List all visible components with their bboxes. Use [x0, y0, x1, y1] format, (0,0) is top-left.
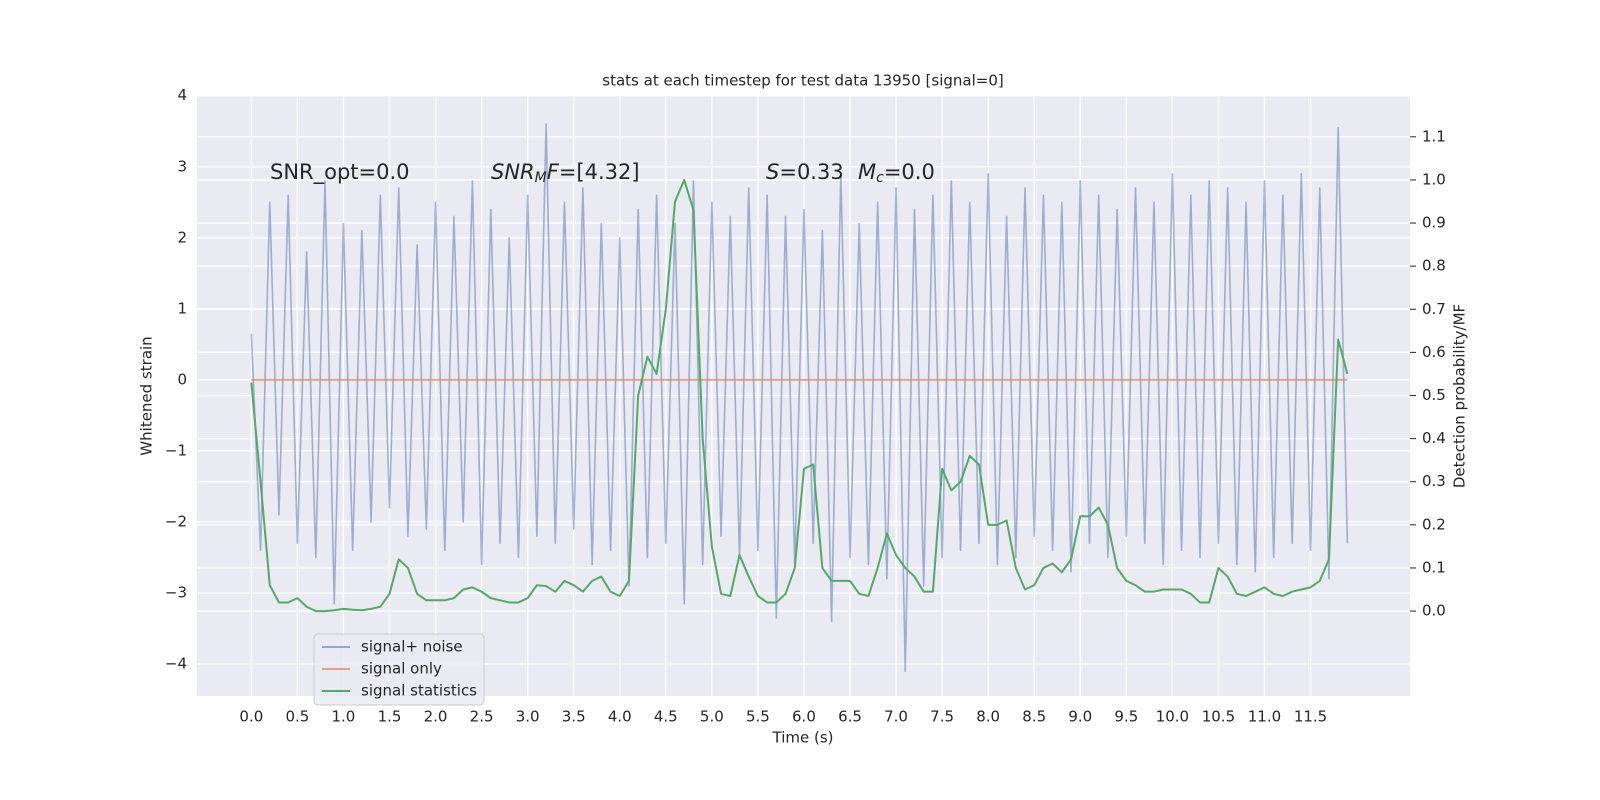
x-tick-label: 0.5: [285, 708, 309, 726]
annotation: S=0.33: [766, 160, 844, 184]
annotation-part: SNR_opt=0.0: [270, 160, 410, 185]
y2-tick-label: 1.0: [1422, 170, 1446, 188]
y2-tick-label: 0.1: [1422, 558, 1446, 576]
annotation-part: S: [766, 160, 779, 184]
y-tick-label: 3: [177, 157, 187, 175]
series-line: [250, 178, 1349, 613]
annotation-part: M: [858, 160, 876, 184]
y-tick-label: −1: [165, 441, 187, 459]
x-tick-label: 3.0: [516, 708, 540, 726]
y2-tick-label: 1.1: [1422, 127, 1446, 145]
x-tick-label: 10.5: [1202, 708, 1235, 726]
annotation: SNRMF=[4.32]: [491, 160, 640, 186]
y2-tick-label: 0.5: [1422, 386, 1446, 404]
x-tick-label: 11.5: [1294, 708, 1327, 726]
y-tick-label: 0: [177, 370, 187, 388]
x-axis-title: Time (s): [772, 729, 834, 747]
annotation-part: =[4.32]: [559, 160, 640, 184]
x-tick-label: 4.0: [608, 708, 632, 726]
legend-box: [313, 633, 485, 706]
y-tick-label: 4: [177, 86, 187, 104]
y-tick-label: 1: [177, 299, 187, 317]
y2-tick-label: 0.8: [1422, 257, 1446, 275]
y2-axis-title: Detection probability/MF: [1451, 304, 1469, 488]
legend-label: signal only: [361, 660, 442, 678]
x-tick-label: 8.5: [1022, 708, 1046, 726]
x-tick-label: 8.0: [976, 708, 1000, 726]
y2-tick-label: 0.2: [1422, 515, 1446, 533]
annotation-part: F: [547, 160, 560, 184]
legend-label: signal+ noise: [361, 638, 463, 656]
x-tick-label: 7.5: [930, 708, 954, 726]
x-tick-label: 2.5: [470, 708, 494, 726]
chart-title: stats at each timestep for test data 139…: [602, 72, 1003, 90]
y-tick-label: −3: [165, 583, 187, 601]
annotation: Mc=0.0: [858, 160, 935, 186]
x-tick-label: 5.5: [746, 708, 770, 726]
y2-tick-label: 0.4: [1422, 429, 1446, 447]
legend-label: signal statistics: [361, 682, 477, 700]
x-tick-label: 1.0: [332, 708, 356, 726]
annotation-part: =0.33: [779, 160, 843, 184]
x-tick-label: 7.0: [884, 708, 908, 726]
y2-tick-label: 0.3: [1422, 472, 1446, 490]
annotation-part: SNR: [491, 160, 535, 184]
x-tick-label: 10.0: [1156, 708, 1189, 726]
x-tick-label: 6.5: [838, 708, 862, 726]
y-tick-label: −2: [165, 512, 187, 530]
x-tick-label: 6.0: [792, 708, 816, 726]
x-tick-label: 5.0: [700, 708, 724, 726]
annotation-part: =0.0: [884, 160, 935, 184]
x-tick-label: 2.0: [424, 708, 448, 726]
x-tick-label: 3.5: [562, 708, 586, 726]
y2-tick-label: 0.9: [1422, 214, 1446, 232]
x-tick-label: 9.5: [1114, 708, 1138, 726]
y-tick-label: 2: [177, 228, 187, 246]
y2-tick-label: 0.6: [1422, 343, 1446, 361]
annotation-part: c: [876, 170, 884, 186]
y2-tick-label: 0.0: [1422, 602, 1446, 620]
series-line: [250, 123, 1349, 672]
y2-tick-label: 0.7: [1422, 300, 1446, 318]
annotation-part: M: [535, 170, 547, 186]
y-tick-label: −4: [165, 655, 187, 673]
annotation: SNR_opt=0.0: [270, 160, 410, 185]
y-axis-title: Whitened strain: [138, 336, 156, 455]
x-tick-label: 1.5: [378, 708, 402, 726]
x-tick-label: 11.0: [1248, 708, 1281, 726]
x-tick-label: 4.5: [654, 708, 678, 726]
x-tick-label: 9.0: [1068, 708, 1092, 726]
x-tick-label: 0.0: [239, 708, 263, 726]
